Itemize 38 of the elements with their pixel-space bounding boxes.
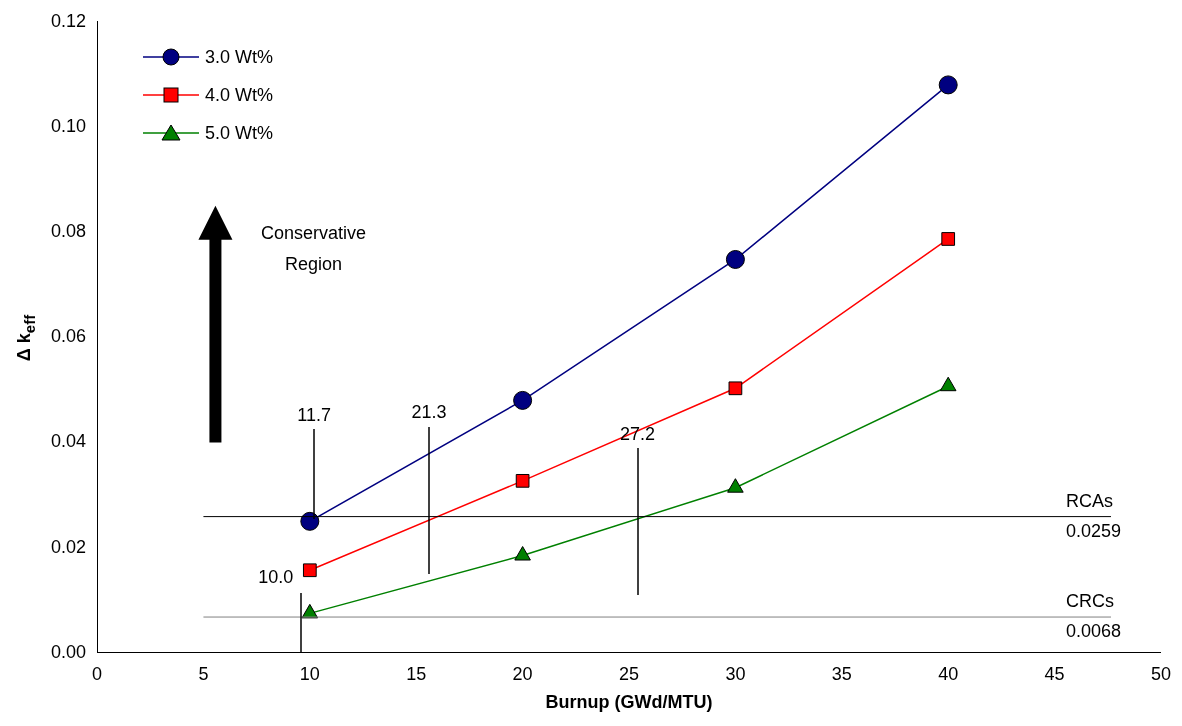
y-tick-label: 0.06 xyxy=(50,326,87,347)
legend-label: 5.0 Wt% xyxy=(205,122,274,144)
annotation: 10.0 xyxy=(258,567,294,588)
x-tick-label: 20 xyxy=(512,663,533,684)
y-tick-label: 0.12 xyxy=(50,10,87,31)
point xyxy=(725,249,745,269)
point xyxy=(513,390,533,410)
x-tick-label: 15 xyxy=(406,663,427,684)
point xyxy=(302,563,317,578)
point xyxy=(938,75,958,95)
x-tick-label: 35 xyxy=(831,663,852,684)
point xyxy=(728,381,743,396)
y-tick-label: 0.02 xyxy=(50,536,87,557)
x-tick-label: 10 xyxy=(299,663,320,684)
y-tick-label: 0.08 xyxy=(50,221,87,242)
x-axis-title: Burnup (GWd/MTU) xyxy=(545,692,713,713)
annotation: 21.3 xyxy=(411,402,447,423)
y-tick-label: 0.04 xyxy=(50,431,87,452)
y-tick-label: 0.00 xyxy=(50,641,87,662)
x-tick-label: 50 xyxy=(1150,663,1171,684)
x-tick-label: 40 xyxy=(938,663,959,684)
x-tick-label: 25 xyxy=(619,663,640,684)
annotation: Conservative Region xyxy=(260,222,366,274)
y-tick-label: 0.10 xyxy=(50,115,87,136)
point xyxy=(515,473,530,488)
point xyxy=(941,232,956,246)
legend-label: 3.0 Wt% xyxy=(205,46,274,68)
x-tick-label: 30 xyxy=(725,663,746,684)
ref-line-label: CRCs 0.0068 xyxy=(1065,591,1122,642)
x-tick-label: 0 xyxy=(92,663,103,684)
point xyxy=(514,546,531,561)
ref-line-label: RCAs 0.0259 xyxy=(1065,490,1122,541)
point xyxy=(939,376,957,392)
point xyxy=(727,478,744,493)
annotation: 11.7 xyxy=(297,404,331,425)
x-tick-label: 45 xyxy=(1044,663,1065,684)
x-tick-label: 5 xyxy=(198,663,209,684)
legend-label: 4.0 Wt% xyxy=(205,84,274,106)
